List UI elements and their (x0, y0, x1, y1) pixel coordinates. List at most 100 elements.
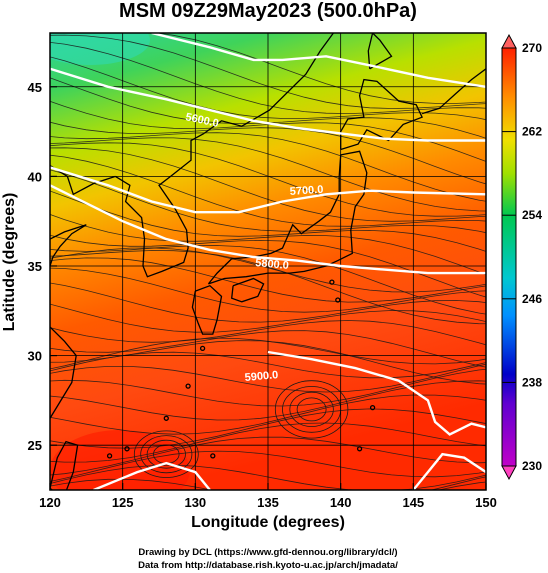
streamline (50, 154, 486, 227)
x-tick-label: 145 (402, 495, 424, 510)
x-tick-label: 130 (184, 495, 206, 510)
x-axis: 120 125 130 135 140 145 150 (39, 483, 497, 510)
y-tick-label: 30 (28, 349, 42, 364)
x-tick-label: 135 (257, 495, 279, 510)
height-contour (93, 461, 211, 490)
coastline-segment (191, 284, 223, 335)
cool-patch (50, 33, 150, 65)
streamline (50, 142, 486, 217)
x-tick-label: 140 (330, 495, 352, 510)
streamline (50, 137, 486, 212)
y-axis: 25 30 35 40 45 (28, 80, 57, 453)
coastline-segment (421, 68, 486, 115)
colorbar-min-arrow (501, 465, 517, 481)
colorbar-tick-label: 238 (522, 375, 542, 389)
streamline (50, 303, 486, 333)
coastlines (50, 33, 486, 490)
streamline (50, 337, 486, 370)
island (106, 453, 113, 459)
streamline (50, 476, 486, 490)
coastline-segment (50, 224, 87, 267)
colorbar-tick-label: 270 (522, 41, 542, 55)
contour-label-5700: 5700.0 (289, 184, 323, 198)
height-contour (412, 452, 486, 490)
swirl-streamline (296, 397, 327, 422)
streamline (50, 464, 486, 490)
coastline-segment (367, 33, 393, 70)
swirl-streamline (274, 380, 349, 439)
island (124, 446, 130, 452)
streamline (50, 340, 486, 385)
island (185, 383, 191, 389)
y-tick-label: 25 (28, 438, 42, 453)
y-axis-title: Latitude (degrees) (1, 193, 18, 332)
streamline (50, 234, 486, 298)
streamline (50, 422, 486, 463)
y-tick-label: 40 (28, 169, 42, 184)
streamline (50, 250, 486, 325)
swirl-streamline (289, 391, 334, 427)
island (210, 453, 216, 459)
contour-label-5900: 5900.0 (244, 369, 279, 384)
height-contour (50, 67, 486, 142)
coastline-segment (50, 326, 77, 419)
swirl-streamline (140, 435, 193, 474)
coastline-segment (340, 78, 423, 151)
swirl-streamline (146, 439, 186, 469)
streamline (50, 267, 486, 313)
coastline-segment (207, 150, 368, 285)
colorbar-tick-label: 262 (522, 125, 542, 139)
height-contour (267, 350, 486, 436)
lat-lon-grid (50, 33, 486, 490)
island (329, 279, 335, 285)
streamline (50, 436, 486, 476)
swirl-streamline (133, 430, 199, 478)
streamline (50, 320, 486, 346)
height-contour (50, 184, 486, 275)
y-tick-label: 45 (28, 80, 42, 95)
plot-area: 5600.0 5700.0 5800.0 5900.0 (50, 33, 486, 490)
colorbar-tick-label: 254 (522, 208, 542, 222)
height-contour (50, 166, 486, 214)
streamline (50, 282, 486, 323)
coastline-segment (115, 132, 205, 278)
island (199, 345, 206, 352)
height-contour (151, 33, 486, 88)
credit-data: Data from http://database.rish.kyoto-u.a… (138, 560, 398, 571)
coastline-segment (203, 33, 334, 134)
height-contours (50, 33, 486, 490)
streamline (50, 351, 486, 379)
island (335, 297, 341, 303)
streamline (50, 245, 486, 315)
streamline (50, 330, 486, 368)
streamline (50, 214, 486, 276)
island (369, 404, 376, 411)
colorbar-tick-label: 230 (522, 459, 542, 473)
streamline (50, 169, 486, 234)
coastline-segment (50, 165, 116, 196)
x-tick-label: 120 (39, 495, 61, 510)
streamline (50, 380, 486, 421)
x-tick-label: 125 (112, 495, 134, 510)
streamline (50, 34, 486, 109)
chart-title: MSM 09Z29May2023 (500.0hPa) (119, 0, 417, 22)
island (356, 446, 363, 452)
colorbar-scale (501, 47, 517, 467)
streamline (50, 132, 486, 202)
x-tick-label: 150 (475, 495, 497, 510)
y-tick-label: 35 (28, 259, 42, 274)
streamline (50, 363, 486, 393)
streamline (50, 450, 486, 482)
x-axis-title: Longitude (degrees) (191, 514, 345, 531)
streamline (50, 368, 486, 407)
streamline (50, 41, 486, 115)
streamline (50, 100, 486, 162)
coastline-segment (230, 277, 265, 303)
credit-drawing: Drawing by DCL (https://www.gfd-dennou.o… (138, 547, 397, 558)
colorbar-tick-label: 246 (522, 292, 542, 306)
streamline (50, 408, 486, 449)
colorbar: 230 238 246 254 262 270 (501, 33, 542, 481)
island (163, 415, 169, 421)
streamline (50, 121, 486, 185)
